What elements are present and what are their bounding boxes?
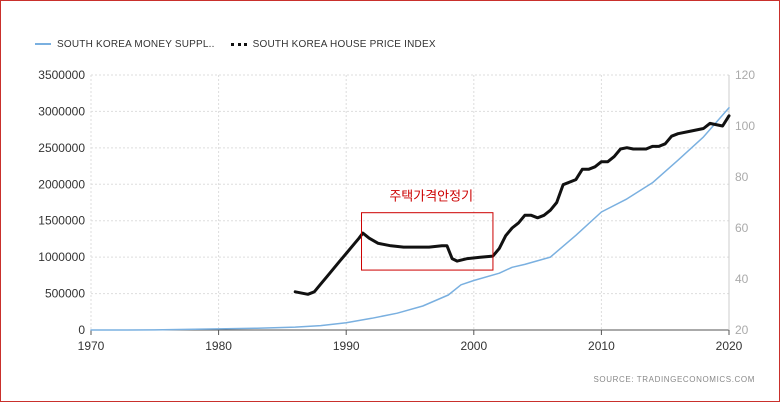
y-right-tick-label: 20 bbox=[735, 323, 749, 337]
y-left-tick-label: 1500000 bbox=[38, 214, 85, 228]
legend-item-money-supply[interactable]: SOUTH KOREA MONEY SUPPL.. bbox=[35, 39, 215, 50]
y-left-tick-label: 2000000 bbox=[38, 177, 85, 191]
y-left-tick-label: 3500000 bbox=[38, 68, 85, 82]
legend-item-house-price[interactable]: SOUTH KOREA HOUSE PRICE INDEX bbox=[230, 38, 436, 50]
y-left-tick-label: 3000000 bbox=[38, 104, 85, 118]
y-right-tick-label: 120 bbox=[735, 68, 755, 82]
annotation-box bbox=[361, 212, 494, 271]
y-right-tick-label: 40 bbox=[735, 272, 749, 286]
x-tick-label: 2010 bbox=[588, 339, 615, 353]
legend: SOUTH KOREA MONEY SUPPL.. SOUTH KOREA HO… bbox=[35, 37, 452, 51]
x-tick-label: 2000 bbox=[460, 339, 487, 353]
legend-label-house-price: SOUTH KOREA HOUSE PRICE INDEX bbox=[252, 38, 436, 50]
x-tick-label: 1980 bbox=[205, 339, 232, 353]
y-right-tick-label: 60 bbox=[735, 221, 749, 235]
legend-label-money-supply: SOUTH KOREA MONEY SUPPL.. bbox=[57, 38, 215, 50]
y-left-tick-label: 500000 bbox=[45, 287, 85, 301]
source-label: SOURCE: TRADINGECONOMICS.COM bbox=[593, 375, 755, 384]
y-right-tick-label: 100 bbox=[735, 119, 755, 133]
x-tick-label: 2020 bbox=[716, 339, 743, 353]
legend-swatch-house-price bbox=[230, 42, 247, 46]
y-right-tick-label: 80 bbox=[735, 170, 749, 184]
y-left-tick-label: 1000000 bbox=[38, 250, 85, 264]
x-tick-label: 1990 bbox=[333, 339, 360, 353]
annotation-label: 주택가격안정기 bbox=[389, 190, 473, 205]
y-left-tick-label: 2500000 bbox=[38, 141, 85, 155]
x-tick-label: 1970 bbox=[78, 339, 105, 353]
series-line-house-price bbox=[293, 114, 731, 296]
y-left-tick-label: 0 bbox=[78, 323, 85, 337]
legend-swatch-money-supply bbox=[35, 43, 51, 45]
series-line-money-supply bbox=[90, 107, 730, 331]
